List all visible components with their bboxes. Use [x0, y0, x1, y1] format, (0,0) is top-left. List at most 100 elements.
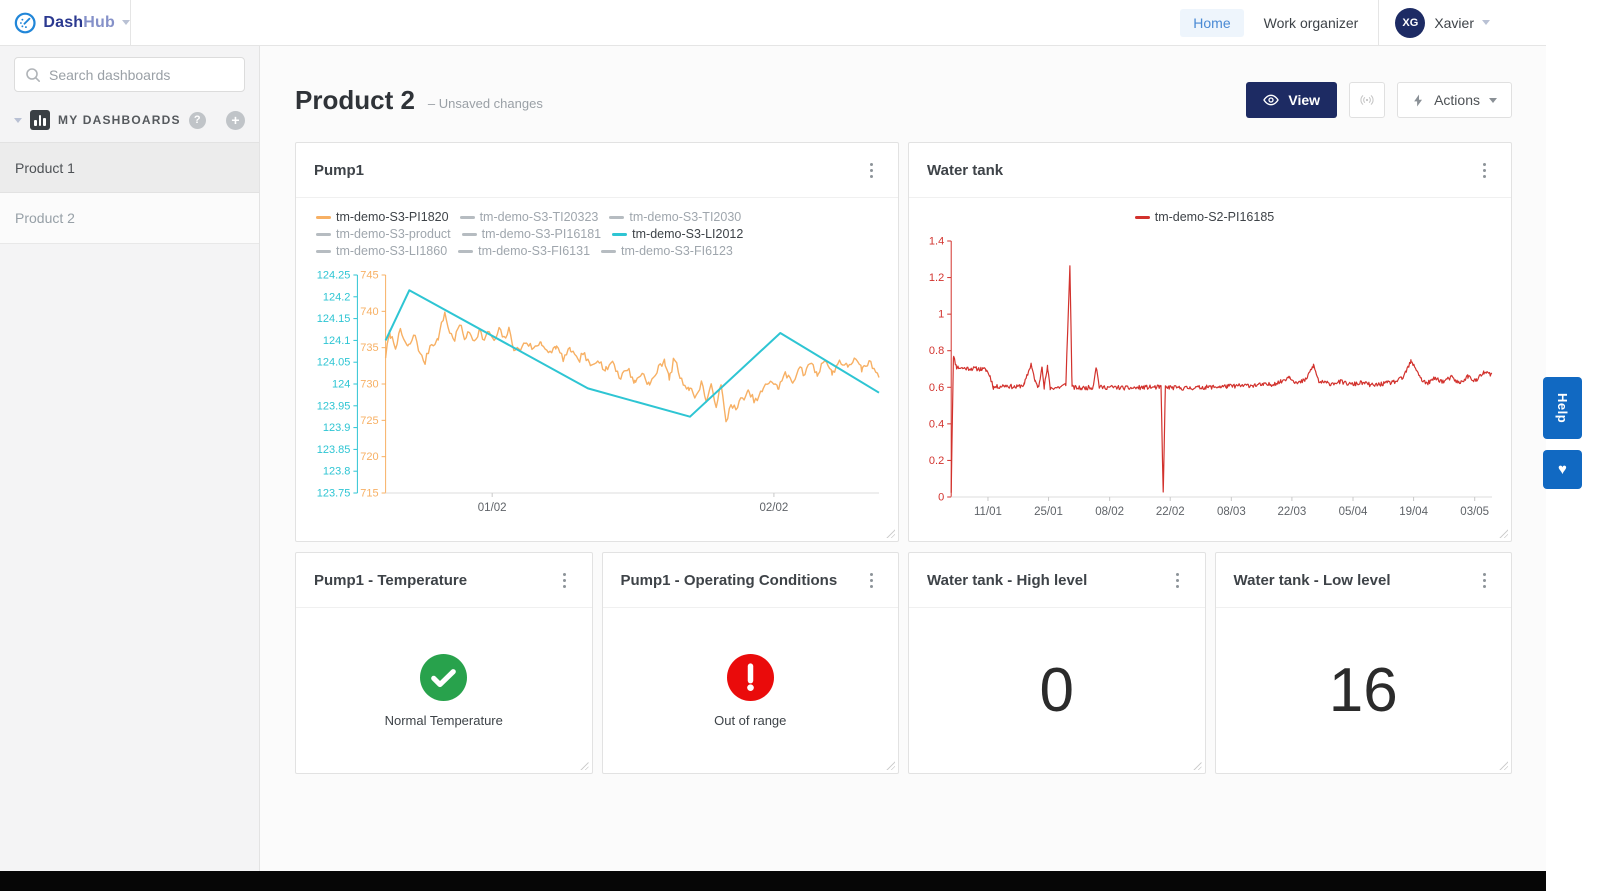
- card-menu-kebab-icon[interactable]: [862, 160, 880, 180]
- svg-text:740: 740: [360, 306, 378, 318]
- resize-grip[interactable]: [885, 760, 895, 770]
- legend-item[interactable]: tm-demo-S3-TI2030: [609, 210, 741, 224]
- svg-text:02/02: 02/02: [760, 502, 789, 514]
- svg-text:1.2: 1.2: [929, 272, 944, 284]
- resize-grip[interactable]: [578, 760, 589, 770]
- resize-grip[interactable]: [1498, 760, 1508, 770]
- legend-item[interactable]: tm-demo-S3-TI20323: [459, 210, 598, 224]
- check-circle-icon: [420, 653, 468, 701]
- nav-home[interactable]: Home: [1180, 8, 1244, 37]
- legend-item[interactable]: tm-demo-S3-FI6123: [601, 244, 733, 258]
- svg-text:1.4: 1.4: [929, 236, 944, 248]
- card-title: Pump1 - Operating Conditions: [620, 571, 838, 589]
- heart-icon: ♥: [1558, 461, 1567, 478]
- resize-grip[interactable]: [1191, 760, 1202, 770]
- svg-text:11/01: 11/01: [974, 506, 1002, 518]
- help-tab[interactable]: Help: [1543, 377, 1582, 439]
- pump1-chart-card: Pump1 tm-demo-S3-PI1820 tm-demo-S3-TI2032…: [295, 142, 899, 542]
- add-dashboard-button[interactable]: +: [226, 110, 245, 130]
- svg-text:0.6: 0.6: [929, 382, 944, 394]
- pump1-operating-conditions-card: Pump1 - Operating Conditions Out of rang…: [601, 552, 899, 774]
- chart-legend: tm-demo-S2-PI16185: [923, 206, 1497, 233]
- search-icon: [26, 67, 40, 82]
- pump1-temperature-card: Pump1 - Temperature Normal Temperature: [295, 552, 593, 774]
- legend-item[interactable]: tm-demo-S3-product: [316, 227, 451, 241]
- svg-text:715: 715: [360, 488, 378, 500]
- card-menu-kebab-icon[interactable]: [1169, 570, 1187, 590]
- brand-chevron-down-icon[interactable]: [122, 20, 130, 25]
- legend-item[interactable]: tm-demo-S3-PI1820: [316, 210, 449, 224]
- sidebar: MY DASHBOARDS ? + Product 1 Product 2: [0, 46, 260, 871]
- search-input[interactable]: [49, 66, 234, 83]
- section-help-icon[interactable]: ?: [188, 111, 206, 129]
- section-title: MY DASHBOARDS: [58, 113, 181, 127]
- resize-grip[interactable]: [1498, 528, 1508, 538]
- resize-grip[interactable]: [885, 528, 895, 538]
- user-avatar[interactable]: XG: [1395, 7, 1426, 38]
- water-tank-chart-card: Water tank tm-demo-S2-PI16185 1.4 1.2 1 0.8…: [908, 142, 1512, 542]
- dashhub-logo-icon: [14, 12, 36, 33]
- svg-text:123.75: 123.75: [317, 488, 351, 500]
- chart-legend: tm-demo-S3-PI1820 tm-demo-S3-TI20323 tm-de…: [310, 206, 884, 267]
- water-tank-high-level-card: Water tank - High level 0: [908, 552, 1206, 774]
- card-menu-kebab-icon[interactable]: [556, 570, 574, 590]
- legend-item[interactable]: tm-demo-S3-FI6131: [458, 244, 590, 258]
- svg-text:19/04: 19/04: [1399, 506, 1428, 518]
- svg-text:03/05: 03/05: [1460, 506, 1489, 518]
- svg-text:22/02: 22/02: [1156, 506, 1185, 518]
- svg-text:720: 720: [360, 451, 378, 463]
- svg-text:124.2: 124.2: [323, 291, 351, 303]
- legend-item[interactable]: tm-demo-S3-LI1860: [316, 244, 447, 258]
- svg-text:22/03: 22/03: [1278, 506, 1307, 518]
- svg-text:745: 745: [360, 270, 378, 282]
- dashboard-search[interactable]: [14, 57, 245, 92]
- svg-text:123.85: 123.85: [317, 444, 351, 456]
- card-menu-kebab-icon[interactable]: [1475, 570, 1493, 590]
- sidebar-item-product-1[interactable]: Product 1: [0, 142, 259, 193]
- svg-text:123.8: 123.8: [323, 466, 351, 478]
- card-menu-kebab-icon[interactable]: [1475, 160, 1493, 180]
- svg-text:124.15: 124.15: [317, 313, 351, 325]
- page-title: Product 2: [295, 84, 415, 115]
- legend-item[interactable]: tm-demo-S2-PI16185: [1134, 210, 1274, 224]
- svg-text:1: 1: [938, 309, 944, 321]
- legend-item[interactable]: tm-demo-S3-LI2012: [612, 227, 743, 241]
- sidebar-item-product-2[interactable]: Product 2: [0, 193, 259, 244]
- svg-text:01/02: 01/02: [478, 502, 507, 514]
- actions-chevron-down-icon: [1489, 97, 1497, 103]
- unsaved-changes-status: – Unsaved changes: [427, 95, 543, 111]
- card-title: Pump1: [314, 161, 365, 179]
- eye-icon: [1263, 94, 1280, 106]
- topnav-divider: [1378, 0, 1380, 46]
- brand-name: DashHub: [43, 13, 115, 31]
- view-button[interactable]: View: [1246, 82, 1338, 118]
- brand[interactable]: DashHub: [0, 0, 131, 45]
- user-menu-chevron-down-icon[interactable]: [1482, 20, 1490, 25]
- svg-text:0.4: 0.4: [929, 418, 944, 430]
- status-label: Normal Temperature: [384, 712, 503, 728]
- svg-text:124: 124: [332, 379, 350, 391]
- card-menu-kebab-icon[interactable]: [862, 570, 880, 590]
- card-title: Water tank - High level: [927, 571, 1088, 589]
- svg-text:123.95: 123.95: [317, 400, 351, 412]
- water-tank-line-chart[interactable]: 1.4 1.2 1 0.8 0.6 0.4 0.2 0 11/01 25/01 08/02 22/02…: [923, 233, 1498, 523]
- legend-item[interactable]: tm-demo-S3-PI16181: [461, 227, 601, 241]
- section-chevron-down-icon[interactable]: [14, 117, 22, 123]
- user-name[interactable]: Xavier: [1434, 14, 1474, 31]
- broadcast-button[interactable]: [1349, 82, 1386, 118]
- dashboards-icon: [30, 110, 50, 130]
- broadcast-icon: [1360, 95, 1374, 105]
- top-bar: DashHub Home Work organizer XG Xavier: [0, 0, 1546, 46]
- svg-text:0.8: 0.8: [929, 345, 944, 357]
- svg-text:0.2: 0.2: [929, 455, 944, 467]
- svg-text:124.25: 124.25: [317, 270, 351, 282]
- pump1-line-chart[interactable]: 124.25 124.2 124.15 124.1 124.05 124 123.95 123…: [310, 267, 885, 519]
- svg-text:25/01: 25/01: [1034, 506, 1063, 518]
- svg-text:124.1: 124.1: [323, 335, 351, 347]
- svg-text:735: 735: [360, 342, 378, 354]
- favorite-heart-button[interactable]: ♥: [1543, 450, 1582, 489]
- svg-text:730: 730: [360, 379, 378, 391]
- nav-work-organizer[interactable]: Work organizer: [1263, 14, 1359, 31]
- actions-button[interactable]: Actions: [1397, 82, 1512, 118]
